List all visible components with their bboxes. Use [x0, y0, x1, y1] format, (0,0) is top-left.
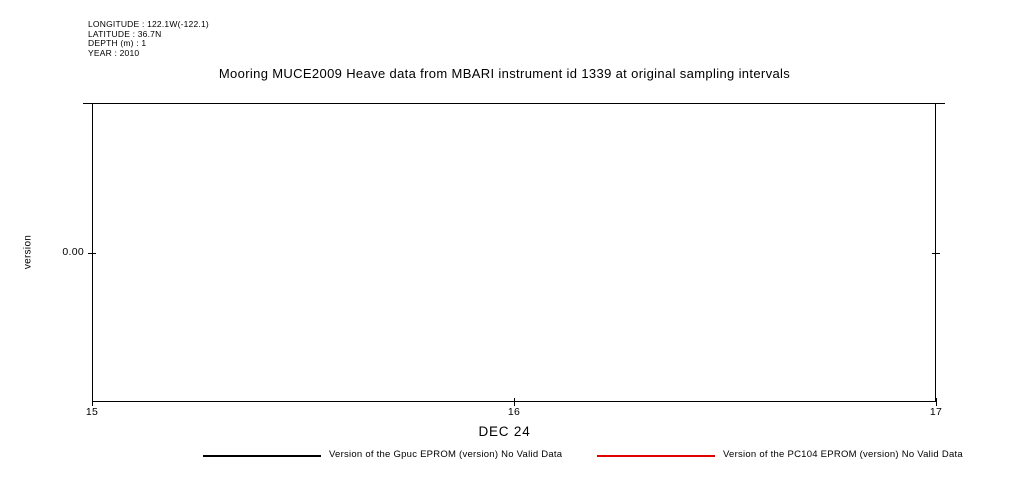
metadata-latitude: LATITUDE : 36.7N [88, 28, 162, 39]
y-axis-tick-mark-left [88, 252, 96, 254]
y-axis-tick-mark-right [932, 252, 940, 254]
y-axis-tick-label: 0.00 [62, 245, 84, 258]
metadata-depth: DEPTH (m) : 1 [88, 38, 147, 49]
station-metadata-block: LONGITUDE : 122.1W(-122.1) LATITUDE : 36… [88, 19, 209, 58]
x-axis-tick-mark [936, 398, 937, 406]
top-right-corner-tick [936, 103, 945, 104]
x-axis-tick-label: 17 [929, 406, 943, 418]
x-axis-tick-label: 16 [507, 406, 521, 418]
top-left-corner-tick [83, 103, 92, 104]
chart-title: Mooring MUCE2009 Heave data from MBARI i… [218, 66, 791, 81]
chart-legend: Version of the Gpuc EPROM (version) No V… [0, 447, 1009, 467]
y-axis-label-text: version [22, 234, 34, 270]
x-axis-tick-mark [92, 398, 93, 406]
metadata-longitude: LONGITUDE : 122.1W(-122.1) [88, 19, 209, 29]
x-axis-tick-label: 15 [85, 406, 99, 418]
legend-line-swatch [203, 455, 321, 457]
plot-frame [92, 103, 936, 402]
metadata-year: YEAR : 2010 [88, 47, 140, 58]
x-axis-tick-mark [514, 398, 515, 406]
x-axis-label: DEC 24 [478, 424, 531, 439]
plot-data-area [93, 104, 935, 401]
legend-label: Version of the Gpuc EPROM (version) No V… [329, 449, 563, 460]
legend-label: Version of the PC104 EPROM (version) No … [723, 449, 963, 460]
legend-line-swatch [597, 455, 715, 457]
